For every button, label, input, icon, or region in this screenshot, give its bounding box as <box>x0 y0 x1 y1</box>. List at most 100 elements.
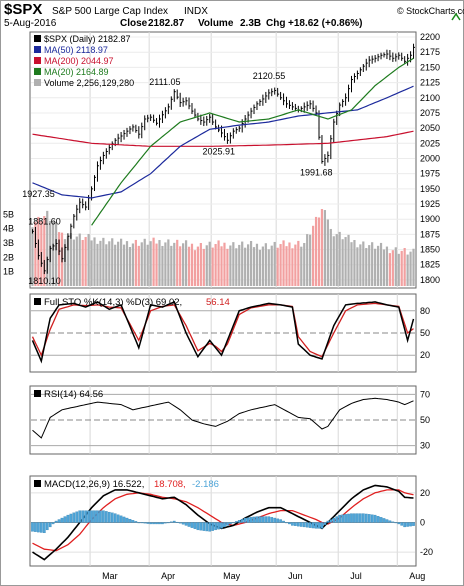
macd-histogram-bar <box>178 522 182 524</box>
volume-bars <box>31 209 415 286</box>
volume-bar <box>164 242 167 286</box>
header-name: S&P 500 Large Cap Index <box>52 6 168 17</box>
macd-histogram-bar <box>400 522 404 526</box>
volume-bar <box>202 248 205 286</box>
volume-bar <box>412 248 415 286</box>
volume-bar <box>90 240 93 286</box>
volume-bar <box>264 243 267 286</box>
macd-histogram-bar <box>320 522 324 529</box>
macd-histogram-bar <box>385 519 389 523</box>
volume-bar <box>211 247 214 286</box>
volume-bar <box>344 237 347 286</box>
macd-panel <box>29 475 417 567</box>
macd-histogram-bar <box>226 522 229 526</box>
macd-histogram-bar <box>140 522 144 524</box>
volume-bar <box>326 219 329 286</box>
price-y-tick-label: 1975 <box>420 169 440 179</box>
macd-histogram-bar <box>167 522 170 524</box>
volume-bar <box>229 245 232 286</box>
volume-bar <box>78 233 81 286</box>
macd-histogram-bar <box>66 514 70 523</box>
volume-bar <box>152 237 155 286</box>
macd-histogram-bar <box>335 516 339 523</box>
macd-histogram-bar <box>347 513 350 523</box>
rsi-title: RSI(14) 64.56 <box>44 389 103 400</box>
macd-histogram-bar <box>146 522 150 524</box>
macd-histogram-bar <box>208 522 212 532</box>
macd-histogram-bar <box>131 520 135 523</box>
macd-histogram-bar <box>285 522 288 524</box>
volume-bar <box>374 248 377 286</box>
volume-bar <box>122 244 126 286</box>
macd-title-part: 18.708, <box>154 479 186 490</box>
macd-histogram-bar <box>125 517 129 523</box>
volume-bar <box>199 243 202 286</box>
volume-bar <box>249 240 253 286</box>
volume-label: Volume <box>198 18 234 29</box>
macd-histogram-bar <box>234 521 238 523</box>
volume-bar <box>359 244 362 286</box>
macd-histogram-bar <box>311 522 315 529</box>
volume-bar <box>75 236 78 286</box>
volume-y-tick-label: 1B <box>3 267 14 277</box>
volume-bar <box>84 236 87 286</box>
price-y-tick-label: 2000 <box>420 153 440 163</box>
volume-bar <box>409 251 412 286</box>
macd-histogram-bar <box>75 511 79 523</box>
macd-title-part: MACD(12,26,9) 16.522, <box>44 479 144 490</box>
volume-bar <box>300 246 303 286</box>
volume-bar <box>125 241 129 286</box>
volume-bar <box>406 254 409 286</box>
volume-bar <box>149 241 152 286</box>
volume-bar <box>128 247 132 286</box>
macd-histogram-bar <box>329 519 333 523</box>
volume-bar <box>338 231 341 286</box>
header-exchange: INDX <box>184 6 208 17</box>
macd-histogram-bar <box>243 517 247 523</box>
macd-histogram-bar <box>69 513 73 523</box>
macd-histogram-bar <box>350 513 353 523</box>
volume-bar <box>105 244 108 286</box>
macd-histogram-bar <box>205 522 209 532</box>
price-annotation: 2111.05 <box>149 77 180 87</box>
macd-histogram-bar <box>217 522 220 530</box>
sto-panel <box>29 293 417 373</box>
macd-line <box>32 484 414 561</box>
sto-y-tick-label: 80 <box>420 306 430 316</box>
macd-histogram-bar <box>155 522 158 525</box>
header-date: 5-Aug-2016 <box>4 18 57 29</box>
macd-histogram-bar <box>184 522 188 526</box>
legend-swatch <box>34 480 41 487</box>
price-y-tick-label: 1800 <box>420 275 440 285</box>
volume-bar <box>309 234 312 286</box>
price-annotation: 1810.10 <box>28 276 61 286</box>
macd-histogram-bar <box>356 513 359 523</box>
legend-swatch <box>34 390 41 397</box>
volume-bar <box>57 232 61 286</box>
macd-histogram-bar <box>211 522 214 531</box>
price-annotation: 2120.55 <box>253 71 286 81</box>
volume-bar <box>311 225 315 286</box>
macd-histogram-bar <box>196 522 200 531</box>
macd-histogram-bar <box>403 522 406 528</box>
macd-histogram-bar <box>299 522 303 527</box>
macd-histogram-bar <box>54 520 58 523</box>
x-tick-label-month: Apr <box>161 571 175 581</box>
volume-bar <box>362 241 365 286</box>
macd-histogram-bar <box>359 513 362 523</box>
macd-histogram-bar <box>391 521 395 523</box>
macd-histogram-bar <box>181 522 185 525</box>
price-annotation: 1881.60 <box>28 217 61 227</box>
volume-bar <box>187 246 191 286</box>
rsi-line <box>32 397 414 439</box>
volume-bar <box>403 248 406 286</box>
volume-bar <box>102 237 105 286</box>
volume-bar <box>205 245 208 286</box>
x-tick-label-month: Jun <box>288 571 303 581</box>
legend-label: MA(200) 2044.97 <box>44 56 114 66</box>
macd-histogram-bar <box>214 522 217 531</box>
macd-histogram-bar <box>314 522 318 529</box>
macd-histogram <box>31 510 415 534</box>
volume-bar <box>117 241 120 286</box>
